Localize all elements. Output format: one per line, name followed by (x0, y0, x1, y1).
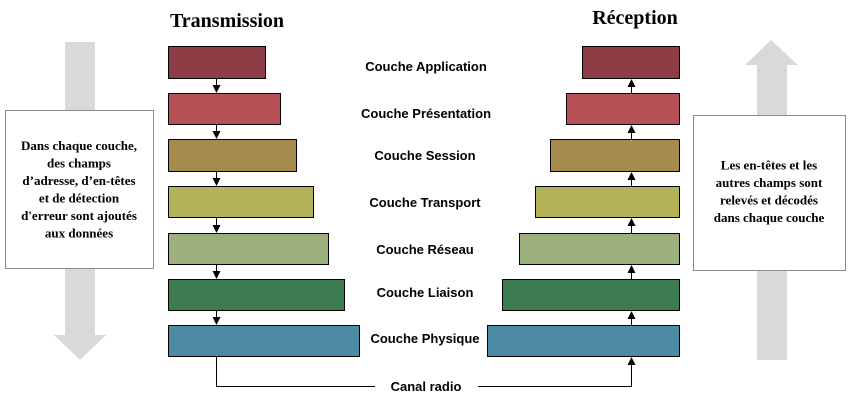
channel-link-right (478, 364, 632, 387)
up-arrowhead-icon (627, 311, 636, 319)
layer-label-presentation: Couche Présentation (361, 106, 491, 121)
layer-label-session: Couche Session (374, 148, 475, 163)
tx-layer-session (168, 139, 297, 172)
rx-layer-presentation (566, 93, 680, 125)
layer-label-link: Couche Liaison (377, 285, 474, 300)
left-note-line: aux données (45, 226, 113, 241)
up-arrowhead-icon (627, 79, 636, 87)
down-arrowhead-icon (212, 225, 221, 233)
rx-flow-arrows (627, 79, 636, 325)
rx-layer-application (582, 46, 680, 79)
left-note-line: d’adresse, d’en-têtes (22, 173, 135, 188)
up-arrowhead-icon (627, 218, 636, 226)
down-arrowhead-icon (212, 85, 221, 93)
down-arrowhead-icon (212, 131, 221, 139)
right-note-line: autres champs sont (716, 175, 823, 190)
tx-layer-link (168, 279, 345, 311)
layer-label-network: Couche Réseau (376, 242, 474, 257)
down-arrowhead-icon (212, 317, 221, 325)
down-arrowhead-icon (212, 271, 221, 279)
rx-layer-session (550, 139, 680, 172)
down-arrowhead-icon (212, 178, 221, 186)
layer-label-physical: Couche Physique (370, 331, 479, 346)
rx-layer-transport (535, 186, 680, 218)
left-note-line: d'erreur sont ajoutés (21, 208, 137, 223)
layer-label-application: Couche Application (365, 59, 487, 74)
left-note-box (5, 110, 154, 269)
right-note-line: dans chaque couche (714, 210, 825, 225)
transmission-title: Transmission (170, 10, 284, 32)
layer-label-transport: Couche Transport (369, 195, 481, 210)
tx-flow-arrows (212, 79, 221, 325)
right-note-line: Les en-têtes et les (721, 158, 817, 173)
reception-title: Réception (592, 7, 678, 29)
tx-layer-application (168, 46, 266, 79)
up-arrowhead-icon (627, 125, 636, 133)
channel-link-left (216, 357, 375, 387)
rx-layer-link (502, 279, 680, 311)
channel-label: Canal radio (391, 379, 462, 394)
left-note-line: Dans chaque couche, (21, 138, 137, 153)
left-note-line: et de détection (39, 191, 120, 206)
right-note-box (693, 115, 846, 271)
tx-layer-transport (168, 186, 314, 218)
tx-layer-network (168, 233, 329, 265)
tx-layer-physical (168, 325, 360, 357)
tx-layer-presentation (168, 93, 281, 125)
right-note-line: relevés et décodés (720, 193, 818, 208)
up-arrowhead-icon (627, 172, 636, 180)
up-arrowhead-icon (627, 265, 636, 273)
up-arrowhead-icon (627, 357, 636, 365)
rx-layer-physical (487, 325, 680, 357)
rx-layer-network (519, 233, 680, 265)
left-note-line: des champs (47, 156, 111, 171)
